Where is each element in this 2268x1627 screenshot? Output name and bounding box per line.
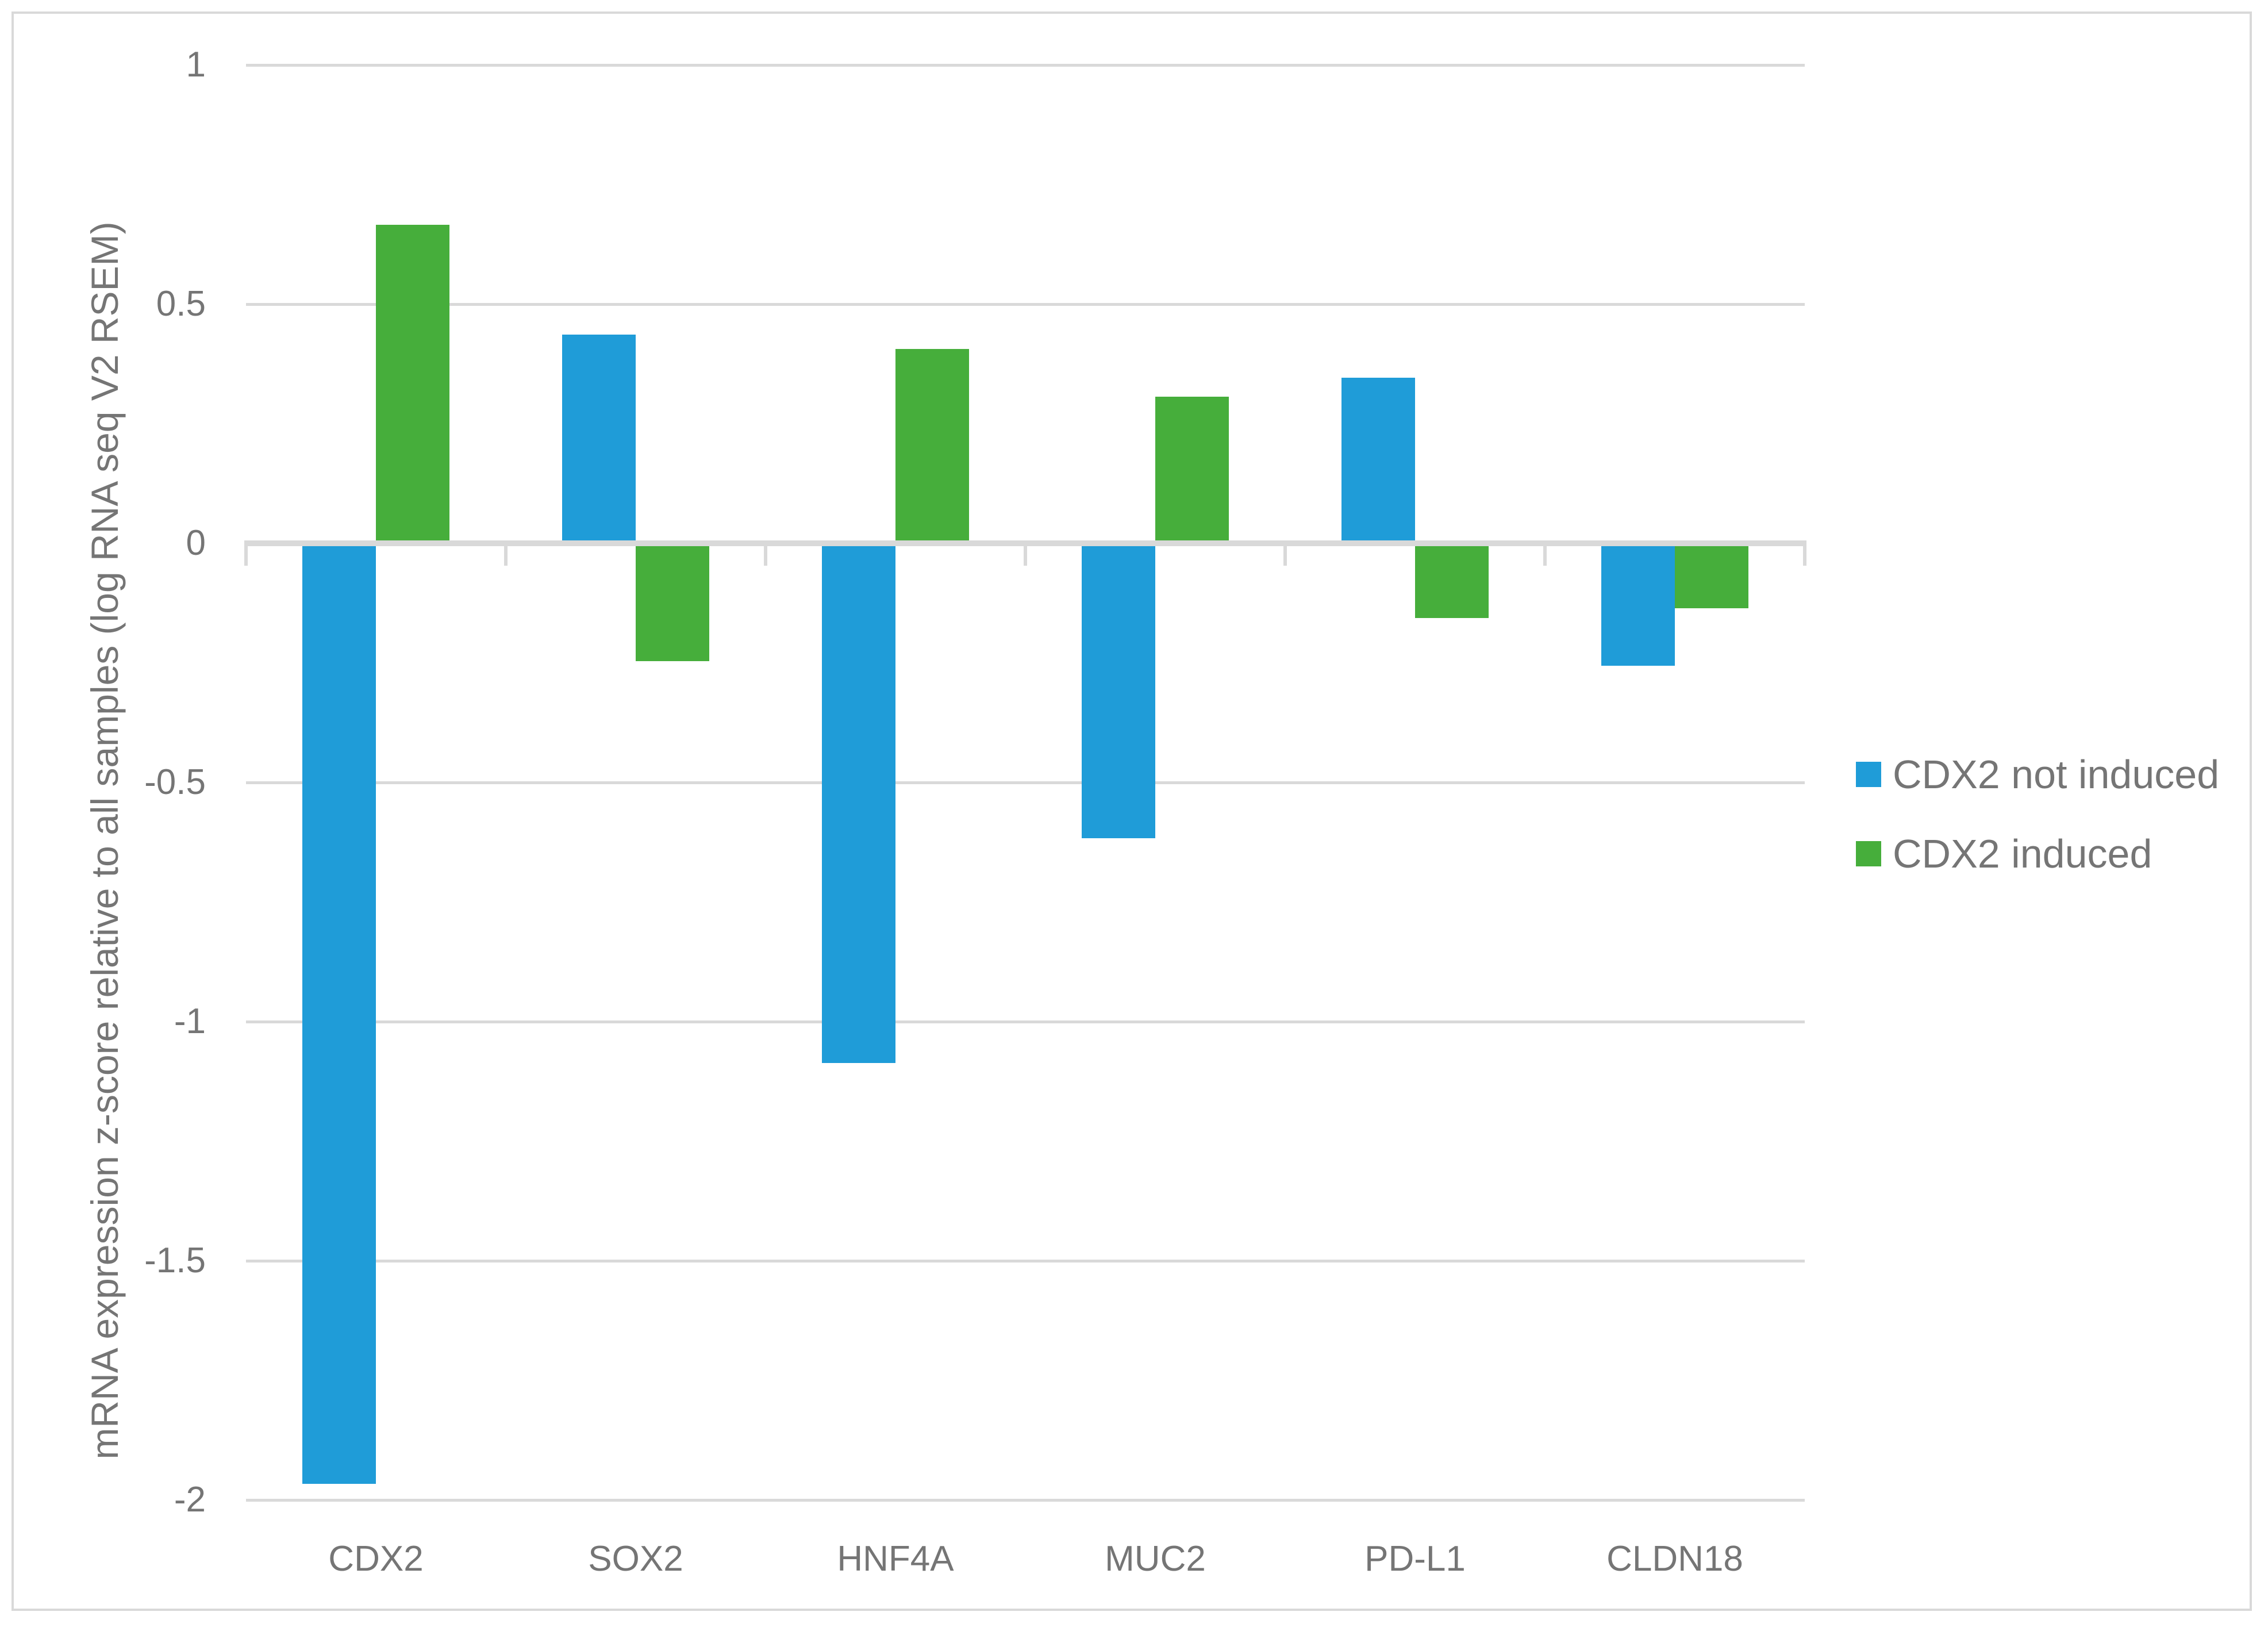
x-category-label-hnf4a: HNF4A: [837, 1539, 954, 1579]
x-category-label-cdx2: CDX2: [328, 1539, 424, 1579]
gridline: [246, 1259, 1805, 1263]
y-axis-tick-label: -1: [174, 1001, 206, 1041]
y-axis-tick-label: 1: [186, 45, 206, 85]
category-axis-tick: [764, 540, 767, 566]
gridline: [246, 781, 1805, 784]
category-axis-tick: [1024, 540, 1027, 566]
x-category-label-pd-l1: PD-L1: [1364, 1539, 1466, 1579]
legend-entry: CDX2 not induced: [1856, 750, 2219, 799]
bar-pd-l1-cdx2-not-induced: [1341, 378, 1415, 540]
category-axis-tick: [1803, 540, 1806, 566]
gridline: [246, 1498, 1805, 1502]
legend-entry: CDX2 induced: [1856, 830, 2219, 878]
bar-cldn18-cdx2-not-induced: [1601, 546, 1675, 666]
legend-label: CDX2 induced: [1893, 831, 2152, 876]
y-axis-tick-label: 0.5: [156, 284, 206, 324]
legend-label: CDX2 not induced: [1893, 752, 2220, 797]
bar-muc2-cdx2-not-induced: [1082, 546, 1155, 838]
y-axis-tick-label: 0: [186, 523, 206, 563]
legend-swatch-icon: [1856, 762, 1881, 787]
bar-pd-l1-cdx2-induced: [1415, 546, 1489, 618]
y-axis-tick-label: -0.5: [144, 762, 206, 802]
bar-hnf4a-cdx2-not-induced: [822, 546, 895, 1063]
bar-sox2-cdx2-induced: [636, 546, 709, 661]
category-axis-tick: [1543, 540, 1547, 566]
bar-muc2-cdx2-induced: [1155, 397, 1229, 540]
category-axis-tick: [504, 540, 508, 566]
bar-cdx2-cdx2-not-induced: [302, 546, 376, 1484]
bar-cldn18-cdx2-induced: [1675, 546, 1748, 609]
y-axis-tick-label: -2: [174, 1480, 206, 1519]
legend-swatch-icon: [1856, 841, 1881, 866]
bar-hnf4a-cdx2-induced: [895, 349, 969, 540]
bar-cdx2-cdx2-induced: [376, 224, 449, 540]
bar-sox2-cdx2-not-induced: [562, 335, 636, 540]
x-category-label-muc2: MUC2: [1105, 1539, 1206, 1579]
category-axis-tick: [1283, 540, 1287, 566]
legend: CDX2 not induced CDX2 induced: [1856, 750, 2219, 909]
x-category-label-sox2: SOX2: [588, 1539, 683, 1579]
gridline: [246, 63, 1805, 67]
gridline: [246, 302, 1805, 306]
x-category-label-cldn18: CLDN18: [1606, 1539, 1743, 1579]
y-axis-tick-label: -1.5: [144, 1241, 206, 1280]
gridline: [246, 1020, 1805, 1023]
category-axis-tick: [244, 540, 248, 566]
plot-area: [244, 52, 1806, 1524]
